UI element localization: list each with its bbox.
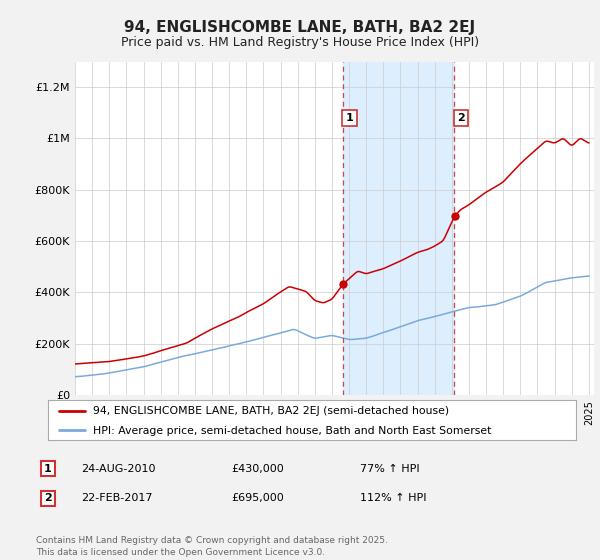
- Text: £430,000: £430,000: [231, 464, 284, 474]
- Text: 112% ↑ HPI: 112% ↑ HPI: [360, 493, 427, 503]
- Text: 2: 2: [44, 493, 52, 503]
- Text: 94, ENGLISHCOMBE LANE, BATH, BA2 2EJ: 94, ENGLISHCOMBE LANE, BATH, BA2 2EJ: [124, 20, 476, 35]
- Text: £695,000: £695,000: [231, 493, 284, 503]
- Text: Price paid vs. HM Land Registry's House Price Index (HPI): Price paid vs. HM Land Registry's House …: [121, 36, 479, 49]
- Text: 1: 1: [346, 113, 353, 123]
- Bar: [343, 62, 454, 395]
- Text: 77% ↑ HPI: 77% ↑ HPI: [360, 464, 419, 474]
- Text: 1: 1: [44, 464, 52, 474]
- Text: 24-AUG-2010: 24-AUG-2010: [81, 464, 155, 474]
- Text: 22-FEB-2017: 22-FEB-2017: [81, 493, 152, 503]
- Text: HPI: Average price, semi-detached house, Bath and North East Somerset: HPI: Average price, semi-detached house,…: [93, 426, 491, 436]
- Text: 94, ENGLISHCOMBE LANE, BATH, BA2 2EJ (semi-detached house): 94, ENGLISHCOMBE LANE, BATH, BA2 2EJ (se…: [93, 407, 449, 417]
- Text: 2: 2: [457, 113, 465, 123]
- Text: Contains HM Land Registry data © Crown copyright and database right 2025.
This d: Contains HM Land Registry data © Crown c…: [36, 536, 388, 557]
